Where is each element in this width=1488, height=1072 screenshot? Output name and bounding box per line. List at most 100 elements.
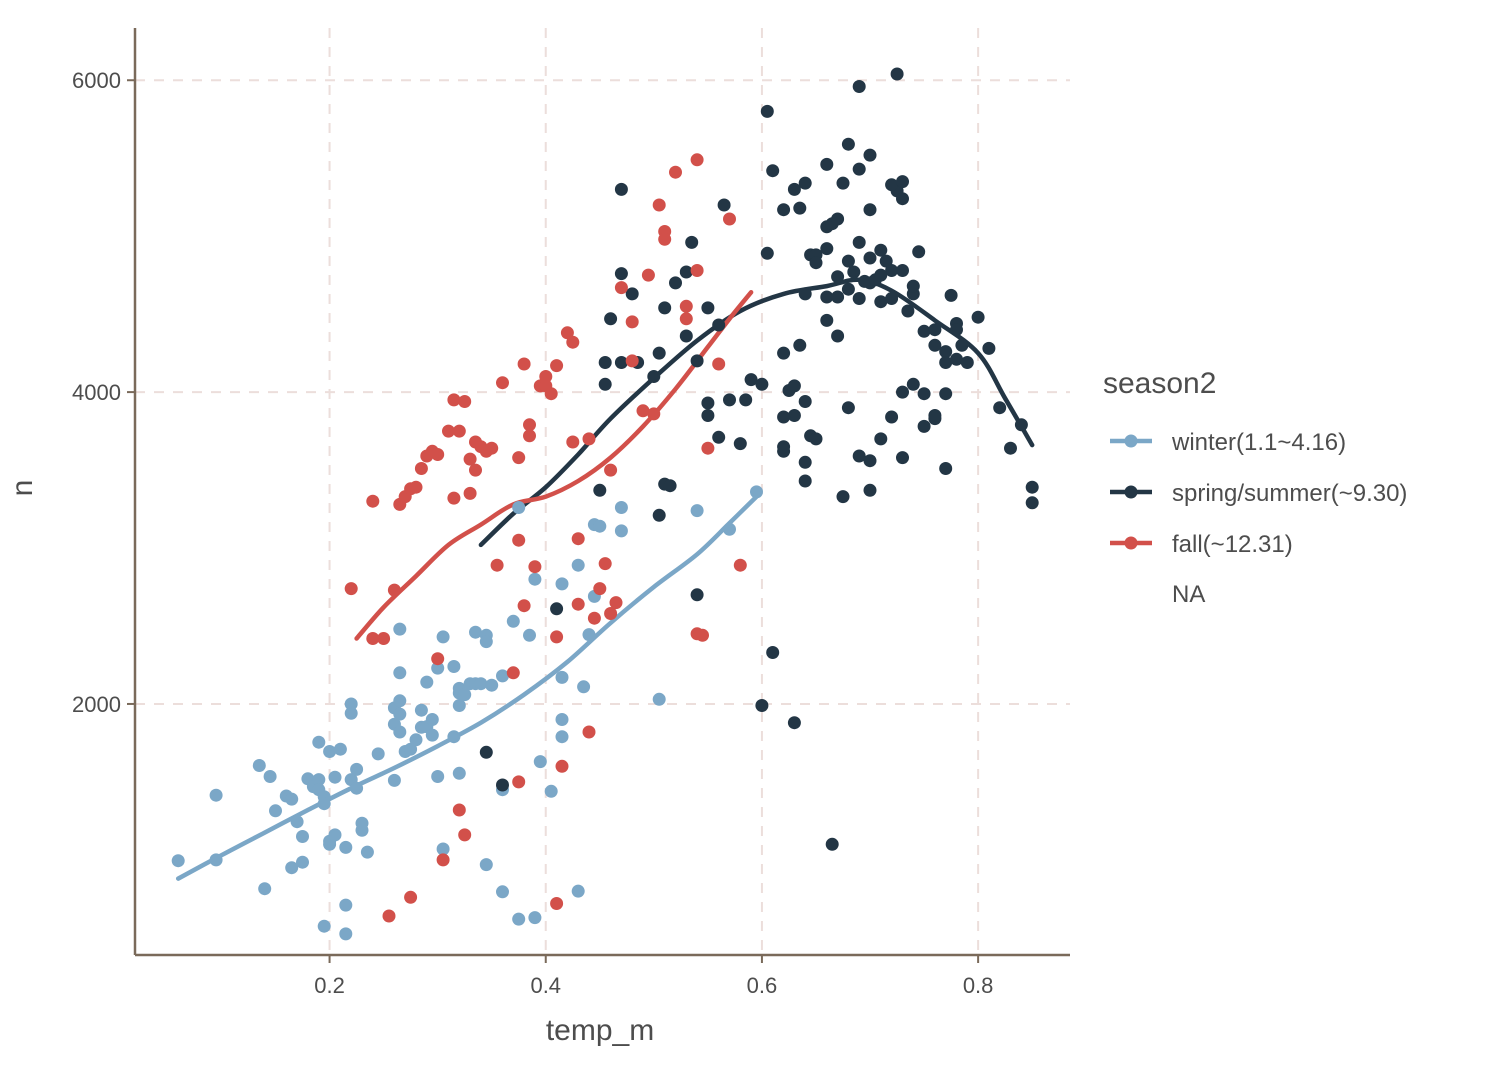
point-s2-0: [344, 582, 358, 596]
point-s2-66: [641, 268, 655, 282]
point-s0-28: [339, 898, 353, 912]
point-s1-112: [863, 148, 877, 162]
point-s2-9: [404, 890, 418, 904]
point-s2-58: [598, 557, 612, 571]
point-s1-44: [944, 288, 958, 302]
point-s2-80: [723, 212, 736, 226]
point-s2-60: [604, 607, 618, 620]
point-s2-43: [539, 370, 553, 383]
point-s0-54: [425, 728, 439, 742]
point-s2-65: [636, 404, 650, 418]
point-s2-75: [690, 264, 704, 277]
point-s0-53: [420, 675, 434, 689]
point-s1-13: [755, 699, 769, 712]
point-s1-119: [798, 455, 812, 469]
data-points: [171, 67, 1039, 941]
point-s0-81: [523, 628, 536, 642]
point-s2-23: [458, 828, 472, 842]
point-s0-101: [723, 522, 736, 536]
point-s1-91: [647, 370, 661, 383]
legend-key-point-0: [1124, 434, 1138, 448]
x-axis-title: temp_m: [546, 1014, 654, 1047]
y-axis-ticks: 2000 4000 6000: [72, 68, 135, 717]
point-s2-48: [550, 897, 564, 910]
point-s1-128: [928, 338, 942, 352]
point-s1-43: [939, 345, 953, 359]
point-s2-14: [431, 652, 445, 666]
point-s0-102: [750, 485, 763, 499]
point-s0-59: [436, 842, 450, 856]
point-s2-3: [377, 632, 391, 645]
y-tick-label-0: 2000: [72, 692, 121, 717]
point-s1-9: [760, 104, 774, 118]
point-s1-81: [701, 301, 715, 315]
y-tick-label-2: 6000: [72, 68, 121, 93]
point-s1-60: [820, 290, 834, 304]
point-s0-85: [544, 784, 558, 798]
point-s1-48: [982, 341, 996, 355]
point-s1-10: [760, 246, 774, 260]
point-s2-20: [452, 424, 466, 438]
point-s1-11: [766, 164, 780, 178]
point-s1-100: [820, 242, 834, 256]
y-tick-label-1: 4000: [72, 380, 121, 405]
point-s1-125: [863, 454, 877, 468]
point-s0-51: [414, 703, 428, 717]
point-s1-7: [663, 479, 677, 493]
point-s0-4: [258, 882, 272, 896]
smooth-line-1: [478, 277, 1035, 548]
point-s0-44: [393, 725, 407, 739]
point-s1-64: [863, 483, 877, 497]
point-s1-130: [950, 352, 963, 366]
point-s1-78: [744, 373, 758, 387]
point-s0-88: [555, 670, 569, 684]
point-s0-48: [404, 742, 418, 756]
point-s1-133: [939, 462, 953, 475]
point-s0-72: [479, 635, 493, 649]
point-s2-19: [447, 491, 461, 505]
point-s1-16: [793, 201, 807, 215]
legend-items: winter(1.1~4.16) spring/summer(~9.30) fall…: [1110, 429, 1407, 558]
point-s0-29: [339, 927, 353, 941]
point-s0-10: [290, 815, 304, 829]
point-s0-37: [360, 845, 374, 859]
x-tick-label-0: 0.2: [314, 973, 345, 998]
point-s0-5: [263, 770, 277, 783]
point-s1-33: [874, 243, 888, 257]
point-s0-38: [371, 747, 385, 761]
point-s0-45: [393, 666, 407, 680]
point-s1-2: [550, 602, 564, 616]
point-s0-65: [452, 699, 466, 712]
legend-key-point-1: [1124, 485, 1138, 499]
point-s1-111: [852, 162, 866, 176]
point-s2-67: [647, 407, 661, 421]
legend-key-point-2: [1124, 536, 1138, 550]
point-s0-43: [393, 694, 407, 708]
point-s2-16: [436, 853, 450, 867]
point-s1-49: [993, 401, 1007, 415]
point-s2-71: [669, 165, 682, 179]
point-s0-24: [328, 770, 342, 784]
point-s2-27: [469, 463, 482, 477]
point-s1-52: [1025, 480, 1039, 494]
point-s0-68: [469, 625, 482, 639]
point-s1-55: [787, 379, 801, 393]
point-s1-124: [836, 490, 850, 504]
point-s0-27: [339, 840, 353, 854]
point-s0-61: [447, 730, 461, 744]
point-s2-59: [604, 463, 618, 477]
point-s1-90: [652, 346, 666, 360]
point-s1-42: [928, 323, 942, 337]
point-s1-104: [863, 251, 877, 265]
x-tick-label-3: 0.8: [963, 973, 994, 998]
point-s2-47: [550, 630, 564, 644]
point-s1-71: [939, 387, 953, 401]
point-s1-110: [841, 137, 855, 151]
point-s1-132: [928, 409, 942, 422]
point-s0-56: [431, 661, 445, 675]
point-s0-58: [436, 630, 450, 644]
point-s2-34: [512, 451, 526, 465]
point-s1-96: [598, 356, 612, 369]
point-s1-97: [598, 377, 612, 391]
